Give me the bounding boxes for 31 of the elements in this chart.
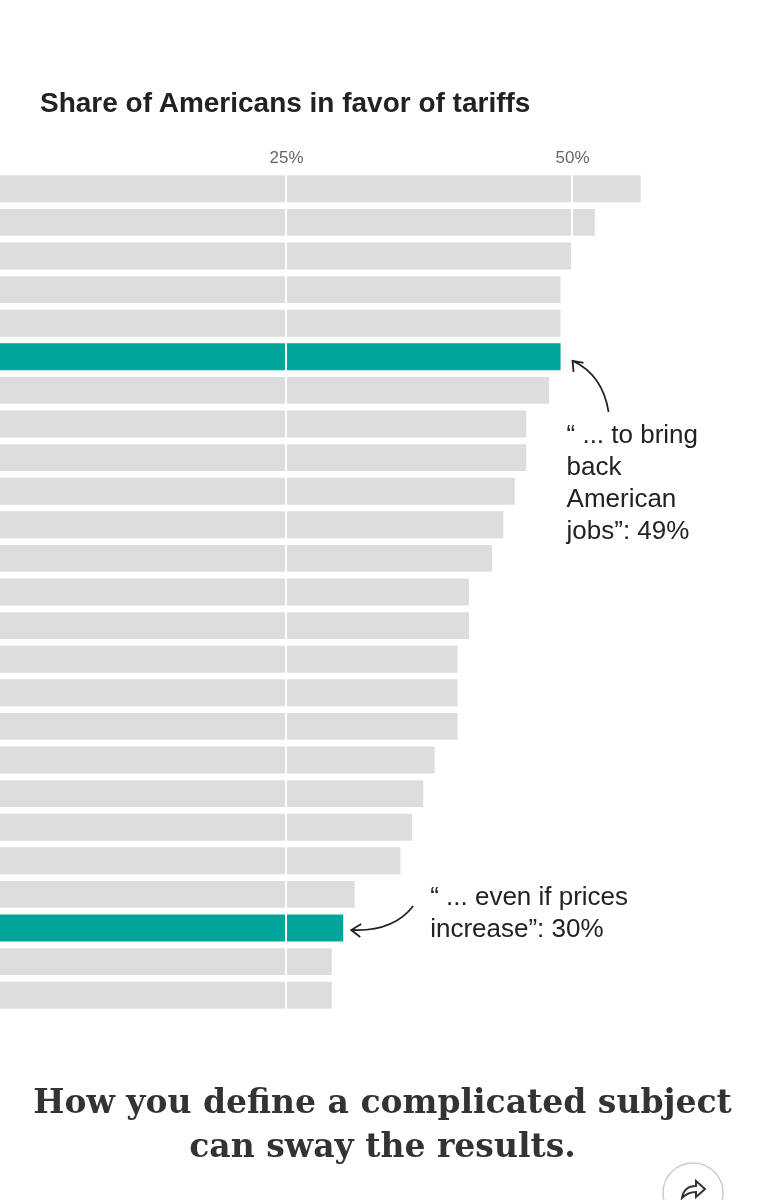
bar — [0, 309, 561, 337]
annotation: “ ... to bring back American jobs”: 49% — [565, 419, 698, 546]
bar — [0, 578, 470, 606]
bar — [0, 780, 424, 808]
annotation: “ ... even if prices increase”: 30% — [430, 881, 629, 944]
bar — [0, 376, 550, 404]
bar — [0, 208, 595, 236]
bar — [0, 645, 458, 673]
bar — [0, 981, 332, 1009]
bar — [0, 880, 355, 908]
text: How you define a complicated subject can sway the results. — [32, 1081, 733, 1167]
bar — [0, 948, 332, 976]
bar — [0, 343, 561, 371]
bar — [0, 444, 527, 472]
bar — [0, 175, 641, 203]
bar — [0, 276, 561, 304]
chart-title: Share of Americans in favor of tariffs — [40, 87, 531, 118]
x-tick-label: 25% — [269, 147, 304, 167]
bar — [0, 914, 344, 942]
bar — [0, 679, 458, 707]
bar — [0, 511, 504, 539]
x-tick-label: 50% — [555, 147, 590, 167]
bar — [0, 746, 435, 774]
bar — [0, 544, 492, 572]
bar — [0, 612, 470, 640]
bar — [0, 847, 401, 875]
bar — [0, 410, 527, 438]
bar — [0, 813, 412, 841]
bar — [0, 242, 572, 270]
bar — [0, 712, 458, 740]
bar — [0, 477, 515, 505]
